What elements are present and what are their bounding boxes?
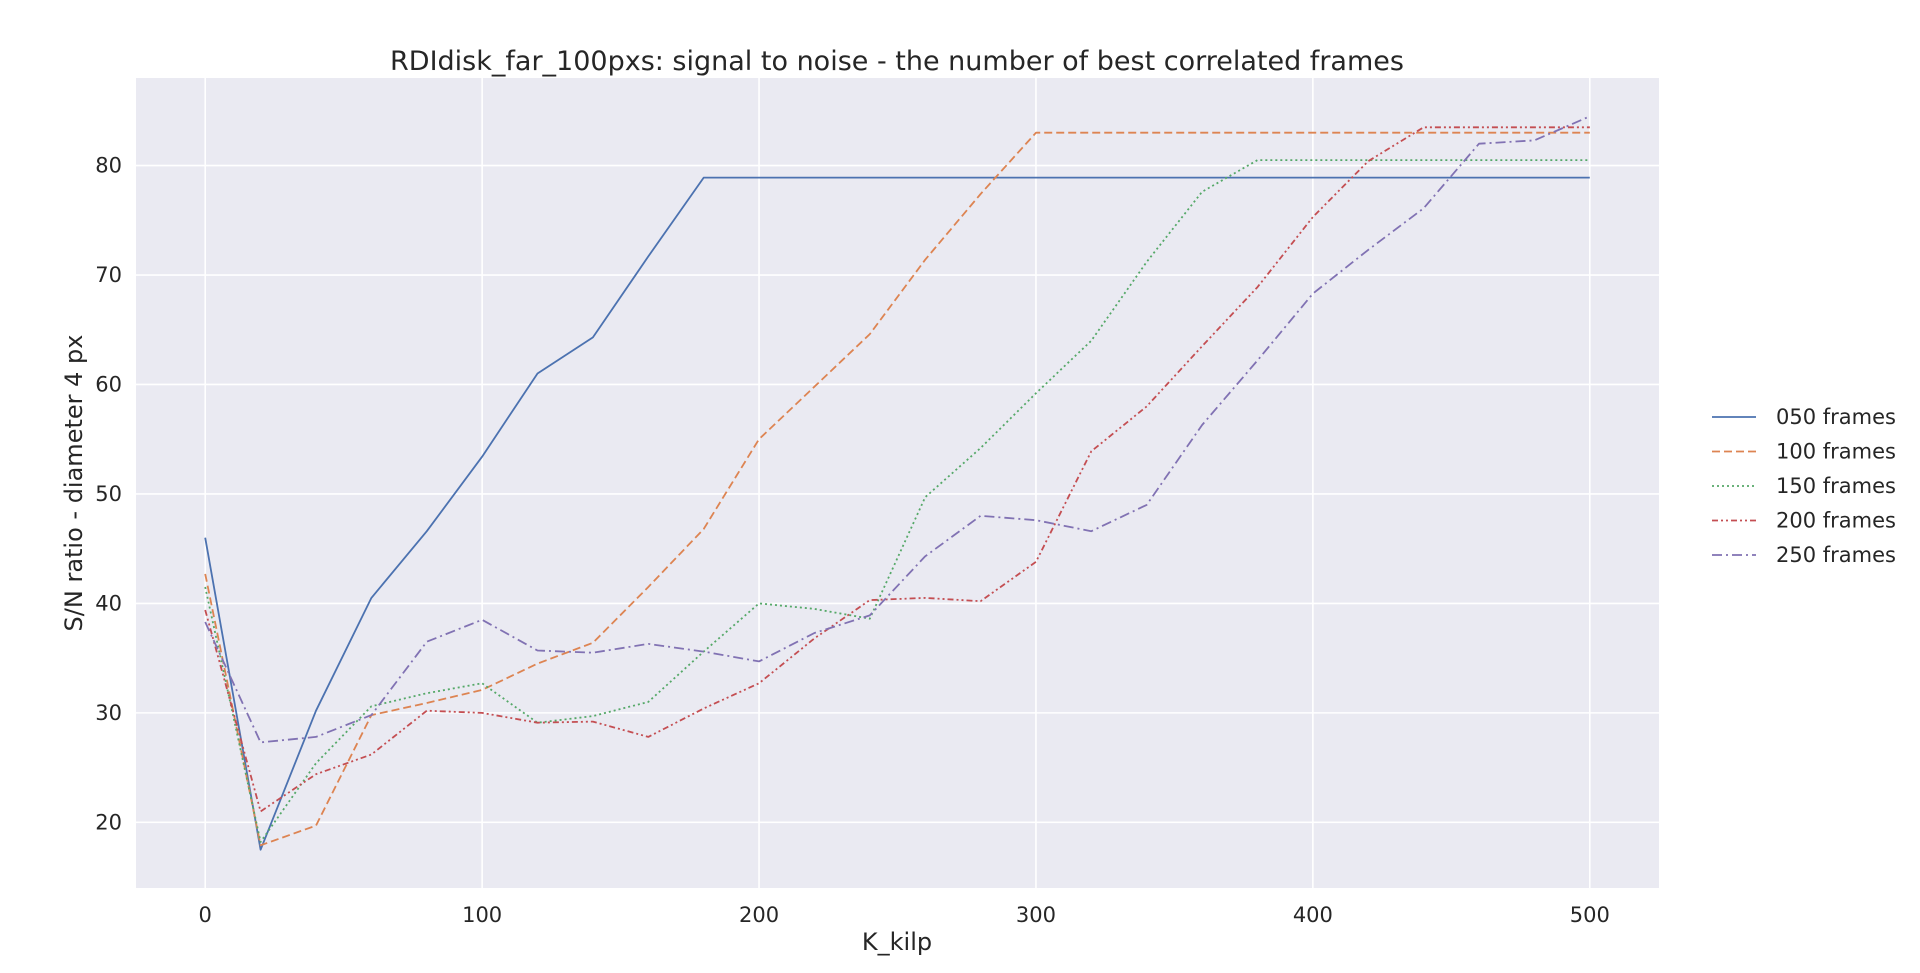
legend-entry-label: 050 frames [1776, 405, 1896, 429]
legend-entry-label: 250 frames [1776, 543, 1896, 567]
y-tick-label: 20 [95, 810, 122, 834]
x-axis-label: K_kilp [862, 928, 932, 956]
y-tick-label: 60 [95, 372, 122, 396]
x-tick-label: 0 [199, 903, 212, 927]
plot-area [136, 78, 1659, 888]
x-tick-label: 300 [1016, 903, 1056, 927]
y-axis-ticks: 20 30 40 50 60 70 80 [95, 154, 122, 835]
legend-entry-label: 150 frames [1776, 474, 1896, 498]
series-line-2 [204, 131, 1590, 847]
x-tick-label: 200 [739, 903, 779, 927]
y-tick-label: 80 [95, 154, 122, 178]
y-tick-label: 50 [95, 482, 122, 506]
series-line-4 [204, 126, 1590, 813]
y-axis-label: S/N ratio - diameter 4 px [60, 335, 88, 632]
y-tick-label: 40 [95, 591, 122, 615]
legend-entry-label: 100 frames [1776, 440, 1896, 464]
x-tick-label: 400 [1293, 903, 1333, 927]
y-tick-label: 30 [95, 701, 122, 725]
x-axis-ticks: 0 100 200 300 400 500 [199, 903, 1610, 927]
grid [136, 78, 1659, 888]
x-tick-label: 100 [462, 903, 502, 927]
chart-title: RDIdisk_far_100pxs: signal to noise - th… [390, 46, 1404, 77]
series-lines [204, 115, 1591, 851]
x-tick-label: 500 [1570, 903, 1610, 927]
y-tick-label: 70 [95, 263, 122, 287]
legend: 050 frames 100 frames 150 frames 200 frames… [1712, 405, 1896, 567]
series-line-1 [204, 176, 1590, 851]
series-line-5 [204, 115, 1591, 744]
legend-entry-label: 200 frames [1776, 509, 1896, 533]
